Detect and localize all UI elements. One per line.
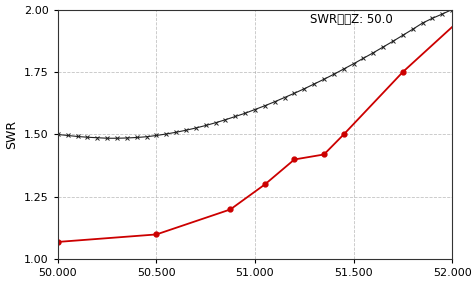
Y-axis label: SWR: SWR [6,120,19,149]
Text: SWR基準Z: 50.0: SWR基準Z: 50.0 [309,13,392,26]
